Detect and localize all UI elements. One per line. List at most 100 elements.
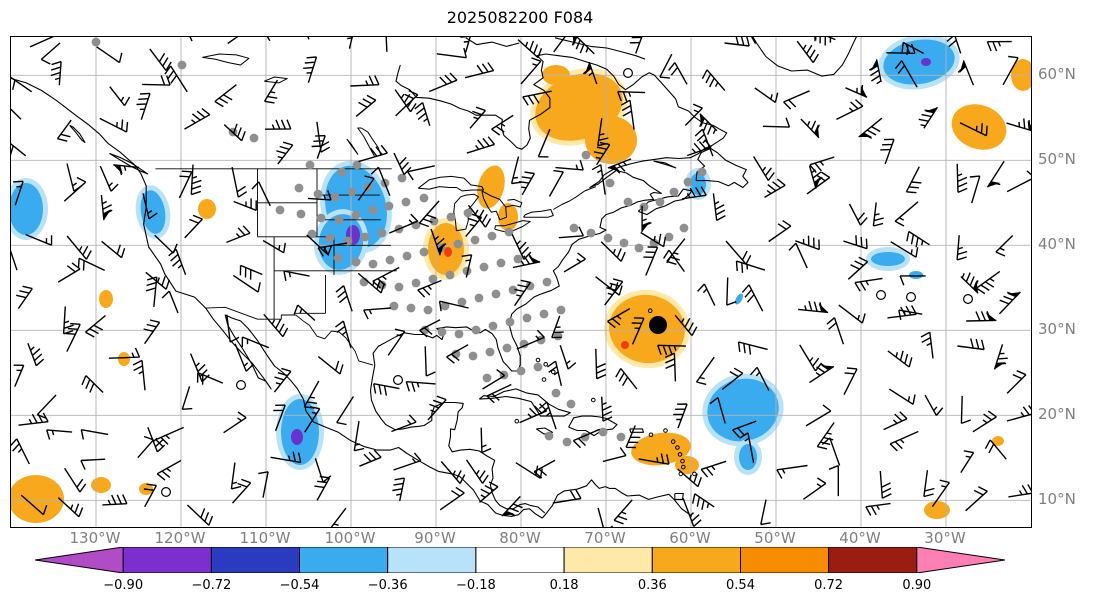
wind-barb (85, 314, 106, 338)
colorbar-tick-label: −0.36 (367, 578, 408, 593)
station-dot (586, 228, 596, 238)
station-dot (389, 301, 399, 311)
station-dot (488, 321, 498, 331)
wind-barb (264, 79, 279, 104)
wind-barb (868, 59, 882, 85)
wind-barb (20, 494, 48, 516)
wind-barb (1006, 170, 1031, 193)
wind-barb (547, 360, 563, 386)
wind-barb (156, 459, 182, 481)
wind-barb (80, 429, 109, 440)
wind-barb (77, 257, 105, 272)
station-dot (639, 202, 649, 212)
station-dot (525, 281, 535, 291)
coastline (109, 152, 149, 175)
wind-barb (880, 138, 895, 165)
wind-barb (11, 108, 22, 120)
wind-barb (559, 344, 577, 370)
wind-barb (607, 158, 632, 174)
wind-barb (149, 48, 172, 71)
wind-barb (226, 314, 240, 343)
wind-barb (143, 483, 158, 508)
wind-barb (799, 344, 823, 372)
station-dot (419, 193, 429, 203)
wind-barb (184, 214, 203, 239)
y-tick-label: 20°N (1038, 405, 1076, 424)
station-dot (551, 388, 561, 398)
station-dot (556, 305, 566, 315)
wind-barb (101, 240, 126, 259)
wind-barb (270, 451, 302, 464)
station-dot (294, 183, 304, 193)
wind-barb (537, 128, 551, 158)
wind-barb (957, 60, 975, 86)
wind-barb (436, 47, 467, 59)
wind-barb (11, 250, 18, 271)
wind-barb (551, 315, 564, 339)
anomaly-region (11, 475, 64, 523)
wind-barb (62, 306, 74, 335)
anomaly-region (498, 203, 518, 231)
wind-barb (640, 231, 667, 248)
coastline (629, 428, 644, 433)
wind-barb (461, 254, 473, 278)
colorbar-right-arrow (916, 546, 1006, 574)
wind-barb (806, 171, 831, 195)
lake-outline (553, 186, 596, 210)
anomaly-region (198, 199, 216, 219)
wind-barb (465, 213, 483, 238)
station-dot (502, 343, 512, 353)
wind-barb (466, 136, 496, 154)
wind-barb (993, 344, 1008, 370)
wind-barb (66, 235, 92, 260)
wind-barb (956, 163, 968, 194)
wind-barb (673, 403, 688, 429)
colorbar-segment (210, 546, 301, 574)
station-dot (569, 223, 579, 233)
anomaly-region (707, 378, 779, 442)
y-tick-label: 10°N (1038, 490, 1076, 509)
wind-barb (809, 156, 835, 173)
colorbar-left-arrow (34, 546, 124, 574)
station-dot (351, 210, 361, 220)
wind-barb (65, 322, 81, 352)
wind-barb (969, 175, 981, 204)
islet (692, 471, 697, 477)
wind-barb (597, 118, 609, 147)
anomaly-region (585, 116, 637, 164)
wind-barb (427, 395, 447, 421)
station-dot (522, 313, 532, 323)
wind-barb (407, 165, 435, 181)
wind-barb (27, 342, 45, 367)
wind-barb (501, 495, 523, 517)
wind-barb (264, 119, 292, 130)
wind-barb (571, 37, 595, 55)
wind-barb (18, 412, 49, 426)
wind-barb (142, 75, 171, 86)
wind-barb (446, 344, 469, 364)
coastline (637, 188, 693, 216)
wind-barb (223, 411, 247, 434)
wind-barb (695, 356, 715, 386)
wind-barb (848, 203, 868, 226)
station-dot (649, 238, 659, 248)
wind-barb (518, 171, 536, 196)
wind-barb (972, 410, 997, 433)
station-dot (428, 274, 438, 284)
wind-barb (1008, 484, 1031, 498)
wind-barb (601, 396, 613, 422)
coastline (69, 124, 86, 143)
wind-barb (227, 37, 239, 45)
station-dot (457, 297, 467, 307)
wind-barb (100, 194, 113, 221)
wind-barb (414, 102, 431, 126)
wind-barb (234, 343, 254, 372)
wind-barb (960, 395, 972, 425)
station-dot (330, 192, 340, 202)
wind-barb (214, 84, 237, 108)
wind-barb (607, 307, 631, 329)
colorbar-segment (828, 546, 918, 574)
figure-title: 2025082200 F084 (446, 8, 594, 27)
wind-barb (184, 107, 211, 130)
